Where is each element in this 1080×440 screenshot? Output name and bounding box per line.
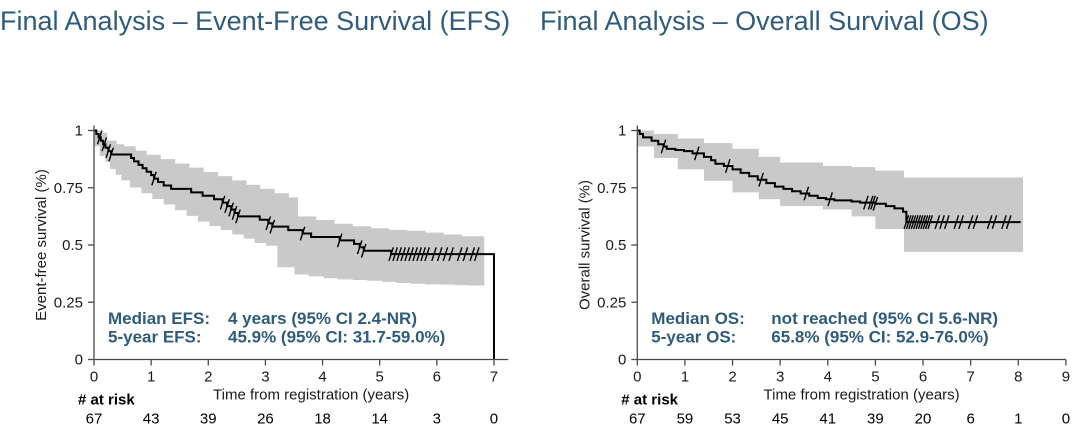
svg-text:5-year EFS:: 5-year EFS: <box>108 327 202 346</box>
svg-text:# at risk: # at risk <box>621 392 678 409</box>
svg-text:Overall survival (%): Overall survival (%) <box>576 180 593 310</box>
svg-text:65.8% (95% CI: 52.9-76.0%): 65.8% (95% CI: 52.9-76.0%) <box>771 327 988 346</box>
svg-text:Median OS:: Median OS: <box>651 309 745 328</box>
svg-text:26: 26 <box>257 411 274 428</box>
svg-text:5: 5 <box>376 369 384 386</box>
svg-text:45: 45 <box>772 411 789 428</box>
svg-text:4: 4 <box>318 369 326 386</box>
svg-text:2: 2 <box>204 369 212 386</box>
svg-text:4: 4 <box>824 369 832 386</box>
svg-text:8: 8 <box>1014 369 1022 386</box>
svg-text:0.5: 0.5 <box>605 237 626 254</box>
svg-text:7: 7 <box>966 369 974 386</box>
svg-text:45.9% (95% CI: 31.7-59.0%): 45.9% (95% CI: 31.7-59.0%) <box>228 327 445 346</box>
svg-text:20: 20 <box>915 411 932 428</box>
svg-text:6: 6 <box>919 369 927 386</box>
svg-text:6: 6 <box>433 369 441 386</box>
svg-text:0.75: 0.75 <box>597 180 626 197</box>
svg-text:3: 3 <box>261 369 269 386</box>
svg-text:0.25: 0.25 <box>597 294 626 311</box>
svg-text:0: 0 <box>618 352 626 369</box>
svg-text:53: 53 <box>724 411 741 428</box>
svg-text:Event-free survival (%): Event-free survival (%) <box>33 169 50 321</box>
svg-text:18: 18 <box>314 411 331 428</box>
svg-text:Median EFS:: Median EFS: <box>108 309 210 328</box>
svg-text:43: 43 <box>143 411 160 428</box>
svg-text:59: 59 <box>677 411 694 428</box>
svg-text:67: 67 <box>629 411 646 428</box>
svg-text:9: 9 <box>1062 369 1070 386</box>
svg-text:3: 3 <box>433 411 441 428</box>
svg-text:0.5: 0.5 <box>62 237 83 254</box>
svg-text:1: 1 <box>618 123 626 140</box>
svg-text:1: 1 <box>1014 411 1022 428</box>
svg-text:Time from registration (years): Time from registration (years) <box>213 387 409 404</box>
svg-text:39: 39 <box>867 411 884 428</box>
svg-text:0: 0 <box>75 352 83 369</box>
svg-text:0.75: 0.75 <box>54 180 83 197</box>
svg-text:4 years (95% CI 2.4-NR): 4 years (95% CI 2.4-NR) <box>228 309 417 328</box>
svg-text:14: 14 <box>371 411 388 428</box>
svg-text:Time from registration (years): Time from registration (years) <box>764 387 960 404</box>
svg-text:0: 0 <box>1062 411 1070 428</box>
svg-text:0: 0 <box>90 369 98 386</box>
svg-text:3: 3 <box>776 369 784 386</box>
svg-text:0.25: 0.25 <box>54 294 83 311</box>
svg-text:6: 6 <box>966 411 974 428</box>
svg-text:# at risk: # at risk <box>78 392 135 409</box>
svg-text:7: 7 <box>490 369 498 386</box>
svg-text:41: 41 <box>819 411 836 428</box>
svg-text:1: 1 <box>147 369 155 386</box>
svg-text:1: 1 <box>681 369 689 386</box>
svg-text:0: 0 <box>633 369 641 386</box>
svg-text:2: 2 <box>728 369 736 386</box>
svg-text:1: 1 <box>75 123 83 140</box>
svg-text:39: 39 <box>200 411 217 428</box>
svg-text:5: 5 <box>871 369 879 386</box>
svg-text:not reached (95% CI 5.6-NR): not reached (95% CI 5.6-NR) <box>771 309 998 328</box>
svg-text:67: 67 <box>86 411 103 428</box>
svg-text:0: 0 <box>490 411 498 428</box>
svg-text:5-year OS:: 5-year OS: <box>651 327 736 346</box>
